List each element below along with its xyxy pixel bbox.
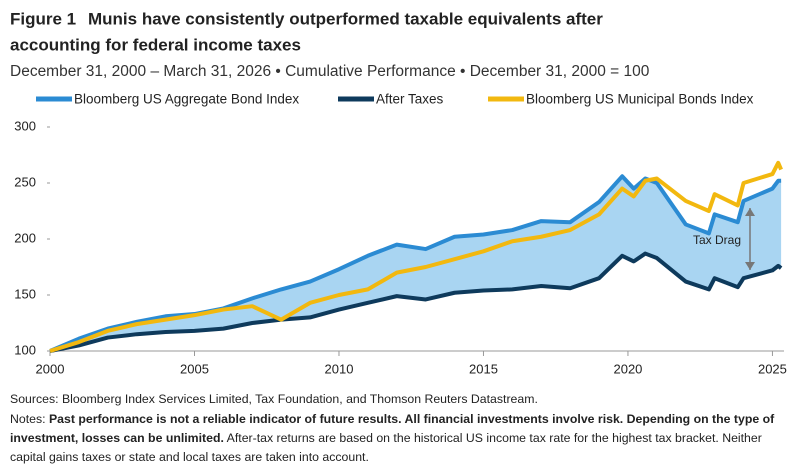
y-tick-label: 150 xyxy=(14,286,36,301)
series-line xyxy=(49,251,783,353)
y-tick-label: 300 xyxy=(14,118,36,133)
notes-text: After-tax returns are based on the histo… xyxy=(10,431,762,464)
y-tick-label: 200 xyxy=(14,230,36,245)
x-tick-label: 2000 xyxy=(36,361,65,376)
annotation: Tax Drag xyxy=(693,233,741,247)
chart-subtitle: December 31, 2000 – March 31, 2026 • Cum… xyxy=(10,63,650,80)
x-tick-label: 2015 xyxy=(469,361,498,376)
sources: Sources: Bloomberg Index Services Limite… xyxy=(10,392,538,406)
chart: Figure 1 Munis have consistently outperf… xyxy=(10,9,787,376)
chart-title: Munis have consistently outperformed tax… xyxy=(88,9,603,28)
x-tick-label: 2020 xyxy=(613,361,642,376)
chart-title: accounting for federal income taxes xyxy=(10,35,301,54)
legend-label: After Taxes xyxy=(376,92,444,107)
notes: Notes: Past performance is not a reliabl… xyxy=(10,410,800,467)
y-tick-label: 100 xyxy=(14,342,36,357)
notes-bold: Past performance is not a reliable indic… xyxy=(10,412,775,445)
legend-label: Bloomberg US Municipal Bonds Index xyxy=(526,92,754,107)
arrow-head xyxy=(745,262,755,270)
x-tick-label: 2010 xyxy=(325,361,354,376)
notes-label: Notes: xyxy=(10,412,46,426)
arrow-head xyxy=(745,208,755,216)
x-tick-label: 2005 xyxy=(180,361,209,376)
series-line xyxy=(49,160,783,353)
figure-label: Figure 1 xyxy=(10,9,76,28)
y-tick-label: 250 xyxy=(14,174,36,189)
legend-label: Bloomberg US Aggregate Bond Index xyxy=(74,92,299,107)
x-tick-label: 2025 xyxy=(758,361,787,376)
